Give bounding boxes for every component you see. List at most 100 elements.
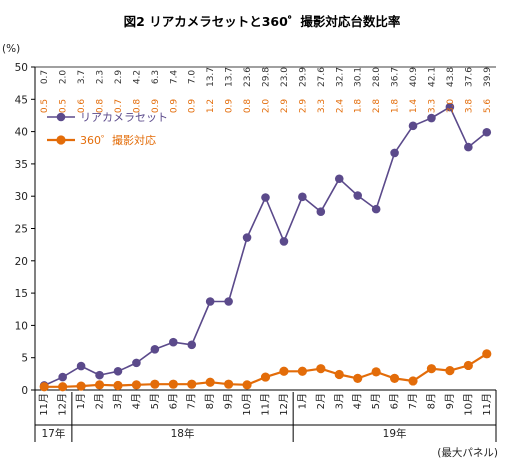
data-point	[464, 142, 473, 152]
data-point	[242, 233, 252, 242]
data-label: 1.4	[409, 99, 419, 114]
data-point	[95, 370, 104, 380]
data-label: 2.3	[96, 70, 106, 84]
data-point	[463, 360, 473, 371]
data-label: 0.9	[188, 99, 198, 114]
x-tick-label: 6月	[167, 393, 179, 409]
x-tick-label: 11月	[38, 393, 50, 416]
data-point	[390, 148, 399, 158]
x-tick-label: 1月	[296, 393, 308, 409]
x-tick-label: 7月	[186, 393, 198, 409]
y-tick-label: 40	[15, 127, 28, 139]
y-tick-label: 20	[15, 256, 28, 268]
data-point	[205, 297, 215, 306]
data-point	[316, 207, 326, 217]
data-label: 36.7	[391, 67, 401, 87]
data-label: 2.0	[262, 99, 272, 114]
x-tick-label: 12月	[278, 393, 290, 416]
data-label: 0.5	[59, 99, 69, 113]
x-tick-label: 7月	[407, 393, 419, 409]
data-point	[169, 337, 178, 347]
data-point	[76, 381, 86, 391]
data-label: 5.6	[483, 99, 493, 114]
data-point	[150, 379, 160, 389]
data-point	[131, 380, 142, 390]
x-tick-label: 3月	[112, 393, 124, 409]
data-point	[76, 361, 86, 371]
series-line-2	[44, 352, 488, 388]
data-label: 1.2	[206, 99, 216, 113]
x-tick-label: 2月	[94, 393, 106, 409]
data-point	[279, 237, 289, 246]
data-label: 3.0	[446, 99, 456, 114]
data-label: 0.5	[40, 99, 50, 113]
x-tick-label: 2月	[315, 393, 327, 409]
data-label: 40.9	[409, 67, 419, 87]
data-label: 27.6	[317, 67, 327, 87]
y-tick-label: 45	[15, 94, 28, 106]
year-label: 18年	[171, 427, 195, 440]
legend-entry: リアカメラセット	[80, 111, 168, 124]
data-point	[316, 364, 326, 374]
x-tick-label: 8月	[425, 393, 437, 409]
data-point	[187, 340, 197, 350]
y-tick-label: 50	[15, 62, 28, 74]
data-label: 2.9	[298, 99, 308, 114]
data-point	[187, 379, 197, 389]
data-point	[260, 372, 271, 382]
data-label: 37.6	[464, 67, 474, 87]
data-label: 2.9	[280, 99, 290, 114]
legend-swatch-marker	[56, 135, 66, 145]
y-tick-label: 35	[15, 159, 28, 171]
data-label: 32.7	[335, 67, 345, 87]
data-label: 0.7	[40, 70, 50, 84]
data-label: 13.7	[206, 67, 216, 87]
data-label: 2.4	[335, 99, 345, 114]
x-tick-label: 11月	[260, 393, 272, 416]
data-label: 29.9	[298, 67, 308, 87]
data-label: 6.3	[151, 70, 161, 84]
data-point	[58, 382, 68, 392]
data-point	[482, 127, 492, 137]
x-tick-label: 5月	[370, 393, 382, 409]
data-label: 29.8	[262, 67, 272, 87]
y-tick-label: 0	[21, 385, 28, 397]
data-point	[224, 297, 233, 306]
data-point	[168, 379, 178, 389]
data-point	[205, 377, 215, 387]
series-line-1	[43, 106, 488, 387]
data-label: 23.6	[243, 67, 253, 87]
data-label: 2.0	[59, 70, 69, 85]
data-point	[408, 121, 418, 131]
year-label: 19年	[383, 427, 407, 440]
data-point	[445, 102, 455, 112]
data-point	[113, 380, 123, 391]
data-point	[334, 174, 344, 184]
data-point	[150, 345, 160, 354]
x-tick-label: 4月	[352, 393, 364, 409]
data-point	[224, 379, 234, 389]
data-label: 28.0	[372, 67, 382, 87]
x-axis-labels: 11月 12月 1月 2月 3月 4月 5月 6月 7月 8月 9月 10月 11月 12月 1月 2月 3月 4…	[38, 393, 493, 416]
data-label: 0.8	[243, 99, 253, 114]
x-tick-label: 4月	[130, 393, 142, 409]
data-label: 4.2	[132, 70, 142, 84]
data-point	[242, 380, 252, 390]
data-label: 0.6	[77, 99, 87, 114]
data-point	[297, 366, 307, 376]
data-label: 3.3	[427, 99, 437, 113]
y-axis-unit: (%)	[2, 43, 20, 55]
x-tick-label: 9月	[444, 393, 456, 409]
y-tick-label: 10	[15, 320, 28, 332]
data-point	[334, 369, 344, 380]
data-label: 0.7	[114, 99, 124, 113]
data-point	[113, 366, 123, 376]
x-tick-label: 12月	[57, 393, 69, 416]
data-point	[94, 380, 105, 390]
data-label: 7.0	[188, 70, 198, 85]
x-tick-label: 3月	[333, 393, 345, 409]
data-point	[298, 192, 307, 202]
series-lines	[43, 106, 488, 388]
y-tick-label: 30	[15, 191, 28, 203]
annotation-note: (最大パネル)	[437, 446, 498, 459]
